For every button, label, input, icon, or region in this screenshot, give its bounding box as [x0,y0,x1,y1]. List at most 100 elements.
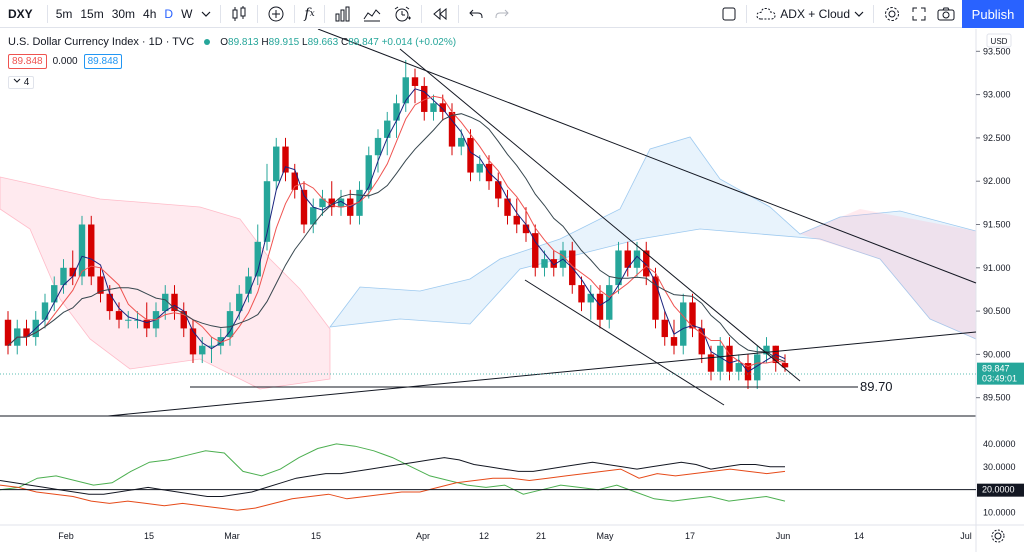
interval-d[interactable]: D [164,6,174,21]
time-tick-label: 21 [536,531,546,541]
trendline-support [107,331,977,417]
collapse-indicators-button[interactable]: 4 [8,76,35,89]
templates-icon[interactable] [357,0,387,28]
candle-body [41,302,49,320]
ma-zero-value: 0.000 [52,56,78,67]
toolbar-divider [323,4,325,23]
candle-body [606,285,613,320]
interval-4h[interactable]: 4h [143,6,157,21]
adx-level-tag [977,483,1024,497]
camera-snapshot-icon[interactable] [932,0,960,28]
alert-clock-icon[interactable] [387,0,417,28]
ma-slow-line [7,113,786,363]
candle-body [670,337,678,346]
ma-blue-value[interactable]: 89.848 [83,54,123,69]
candle-body [698,328,705,355]
candle-body [421,85,428,112]
compare-add-icon[interactable] [262,0,290,28]
candle-body [4,319,12,346]
candle-body [115,311,123,320]
candle [393,94,400,138]
candle-body [337,198,345,208]
candle [587,285,594,320]
adx-pane [0,443,976,511]
redo-icon[interactable] [489,0,515,28]
candle-body [217,337,224,346]
candle-body [143,319,150,329]
fullscreen-square-icon[interactable] [716,0,742,28]
adx-tick-label: 40.0000 [983,439,1016,449]
interval-dropdown-icon[interactable] [196,0,216,28]
candle-body [763,345,770,355]
candle-body [254,241,261,277]
axis-settings-gear-icon[interactable] [991,529,1005,543]
candle-body [125,319,132,321]
candle-body [374,137,382,156]
candle-body [310,207,317,225]
chart-legend: U.S. Dollar Currency Index · 1D · TVC O8… [8,36,456,48]
legend-title[interactable]: U.S. Dollar Currency Index · 1D · TVC [8,36,195,48]
candle [365,146,372,199]
candle-body [319,198,326,208]
candle-body [643,250,650,277]
toolbar-divider [220,4,222,23]
trendlines[interactable]: 89.70 [0,29,977,417]
settings-gear-icon[interactable] [878,0,906,28]
candle-body [532,233,539,268]
candle [199,337,206,364]
time-tick-label: Mar [224,531,240,541]
toolbar-divider [457,4,459,23]
time-tick-label: Apr [416,531,430,541]
interval-30m[interactable]: 30m [111,6,136,21]
gear-center [994,532,1002,540]
candle-body [300,189,308,225]
bullish-cloud [329,136,977,340]
candle [88,215,95,286]
trendline-channel-bottom [524,279,725,406]
low-value: 89.663 [307,36,339,48]
candle-body [208,345,215,347]
financials-icon[interactable] [329,0,357,28]
candle-body [781,363,789,368]
chevron-down-icon [854,11,864,17]
indicator-template-button[interactable]: ADX + Cloud [751,0,869,28]
symbol-search[interactable]: DXY [8,6,33,21]
price-tick-label: 91.000 [983,263,1011,273]
price-tick-label: 93.500 [983,46,1011,56]
candle-body [680,302,687,346]
level-label: 89.70 [860,379,893,394]
interval-w[interactable]: W [181,6,193,21]
bar-replay-icon[interactable] [426,0,454,28]
currency-badge [986,33,1012,48]
high-value: 89.915 [268,36,300,48]
fullscreen-expand-icon[interactable] [906,0,932,28]
candle [550,250,557,277]
time-tick-label: 17 [685,531,695,541]
candle-body [633,250,641,268]
undo-icon[interactable] [463,0,489,28]
adx-level-value: 20.0000 [982,485,1015,495]
bearish-cloud [0,176,331,390]
interval-15m[interactable]: 15m [80,6,104,21]
candle-body [273,146,280,182]
toolbar-divider [746,4,748,23]
interval-5m[interactable]: 5m [55,6,73,21]
candle-body [661,319,668,338]
candle [125,311,132,329]
candle [495,172,502,208]
low-label: L [302,36,308,48]
candle-style-icon[interactable] [225,0,253,28]
candle-body [171,293,178,312]
time-tick-label: 15 [144,531,154,541]
candle-body [263,181,271,242]
indicator-count: 4 [23,77,30,88]
candle [652,267,659,329]
open-value: 89.813 [228,36,259,48]
candle [180,302,187,338]
candle-body [97,276,104,294]
publish-button[interactable]: Publish [962,0,1024,28]
candle-body [504,198,511,216]
ma-red-value[interactable]: 89.848 [8,54,47,69]
